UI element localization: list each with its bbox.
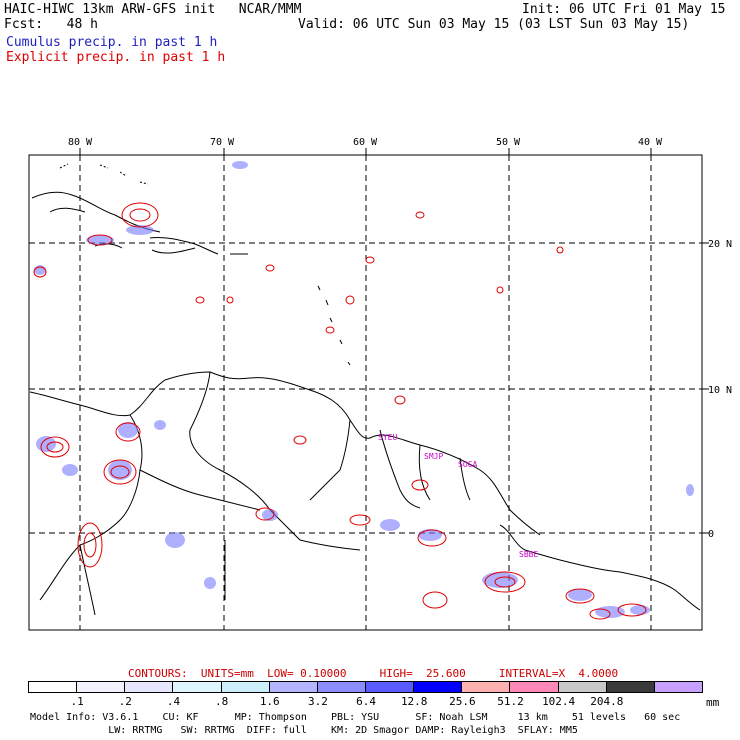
colorbar-swatch	[220, 681, 270, 693]
station-sbbe: SBBE	[519, 550, 538, 559]
colorbar-swatch	[557, 681, 607, 693]
colorbar	[28, 681, 703, 693]
colorbar-swatch	[364, 681, 415, 693]
contours-info: CONTOURS: UNITS=mm LOW= 0.10000 HIGH= 25…	[128, 667, 619, 680]
colorbar-ticks: .1 .2 .4 .8 1.6 3.2 6.4 12.8 25.6 51.2 102.4 204.8	[0, 695, 740, 709]
colorbar-tick-label: 12.8	[400, 695, 428, 708]
colorbar-tick-label: 25.6	[449, 695, 476, 708]
model-info-line1: Model Info: V3.6.1 CU: KF MP: Thompson P…	[30, 712, 681, 723]
colorbar-swatch	[509, 681, 559, 693]
valid-time: Valid: 06 UTC Sun 03 May 15 (03 LST Sun …	[298, 17, 690, 32]
init-time: Init: 06 UTC Fri 01 May 15	[522, 2, 726, 17]
station-smjp: SMJP	[424, 452, 443, 461]
model-info-line2: LW: RRTMG SW: RRTMG DIFF: full KM: 2D Sm…	[30, 725, 578, 736]
lat-label-10n: 10 N	[708, 385, 732, 396]
lon-label-60w: 60 W	[353, 137, 378, 148]
explicit-legend-label: Explicit precip. in past 1 h	[6, 50, 226, 65]
colorbar-unit: mm	[706, 696, 720, 709]
colorbar-swatch	[124, 681, 174, 693]
colorbar-tick-label: .2	[118, 695, 132, 708]
colorbar-swatch	[653, 681, 703, 693]
colorbar-swatch	[76, 681, 126, 693]
colorbar-swatch	[413, 681, 463, 693]
colorbar-tick-label: 204.8	[590, 695, 624, 708]
colorbar-tick-label: 51.2	[497, 695, 524, 708]
colorbar-tick-label: 3.2	[307, 695, 328, 708]
graticule	[29, 155, 702, 630]
colorbar-swatch	[316, 681, 366, 693]
coastlines	[29, 163, 701, 616]
lat-label-20n: 20 N	[708, 239, 732, 250]
station-soca: SOCA	[458, 460, 477, 469]
colorbar-swatch	[28, 681, 78, 693]
map-title: HAIC-HIWC 13km ARW-GFS init NCAR/MMM	[4, 2, 302, 17]
lat-label-0: 0	[708, 529, 714, 540]
explicit-precip	[33, 202, 647, 620]
lon-label-70w: 70 W	[210, 137, 235, 148]
colorbar-swatch	[461, 681, 511, 693]
station-syeu: SYEU	[378, 433, 397, 442]
lon-label-50w: 50 W	[496, 137, 521, 148]
lon-label-80w: 80 W	[68, 137, 93, 148]
forecast-hour: Fcst: 48 h	[4, 17, 98, 32]
colorbar-tick-label: .4	[166, 695, 181, 708]
colorbar-tick-label: 1.6	[259, 695, 280, 708]
colorbar-swatch	[172, 681, 222, 693]
colorbar-tick-label: .1	[70, 695, 84, 708]
colorbar-swatch	[268, 681, 318, 693]
cumulus-legend-label: Cumulus precip. in past 1 h	[6, 35, 218, 50]
colorbar-tick-label: .8	[214, 695, 229, 708]
cumulus-precip	[34, 161, 694, 618]
lon-label-40w: 40 W	[638, 137, 663, 148]
colorbar-tick-label: 6.4	[356, 695, 376, 708]
colorbar-swatch	[605, 681, 655, 693]
colorbar-tick-label: 102.4	[542, 695, 576, 708]
